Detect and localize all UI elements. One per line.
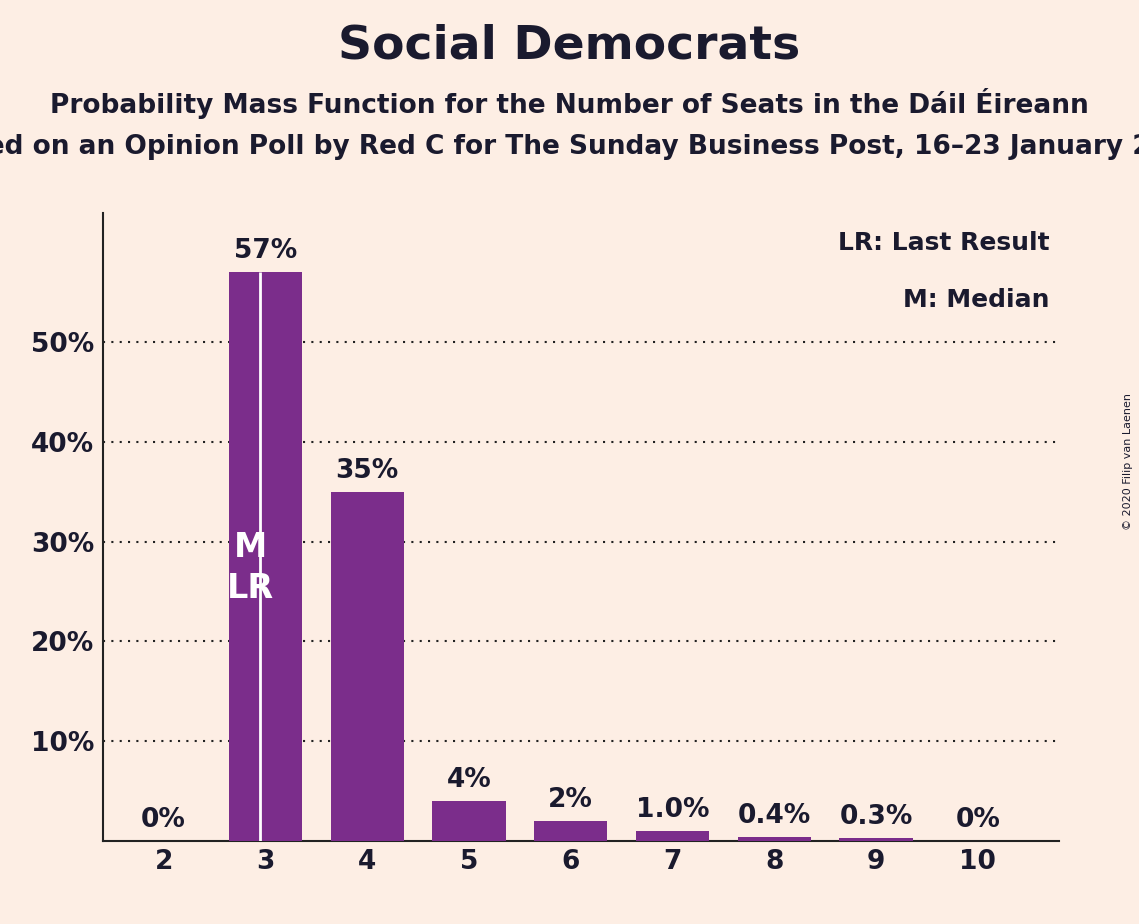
Text: LR: Last Result: LR: Last Result xyxy=(838,231,1050,255)
Text: Based on an Opinion Poll by Red C for The Sunday Business Post, 16–23 January 20: Based on an Opinion Poll by Red C for Th… xyxy=(0,134,1139,160)
Text: 0%: 0% xyxy=(141,807,186,833)
Text: © 2020 Filip van Laenen: © 2020 Filip van Laenen xyxy=(1123,394,1133,530)
Text: 2%: 2% xyxy=(548,787,593,813)
Text: 0.3%: 0.3% xyxy=(839,804,912,830)
Bar xyxy=(330,492,404,841)
Bar xyxy=(738,837,811,841)
Text: 0%: 0% xyxy=(956,807,1000,833)
Bar xyxy=(433,801,506,841)
Text: 35%: 35% xyxy=(336,457,399,484)
Text: 0.4%: 0.4% xyxy=(738,803,811,829)
Text: 57%: 57% xyxy=(233,238,297,264)
Text: M: Median: M: Median xyxy=(903,288,1050,312)
Bar xyxy=(636,831,710,841)
Text: 4%: 4% xyxy=(446,767,491,793)
Text: Social Democrats: Social Democrats xyxy=(338,23,801,68)
Bar xyxy=(534,821,607,841)
Text: Probability Mass Function for the Number of Seats in the Dáil Éireann: Probability Mass Function for the Number… xyxy=(50,88,1089,119)
Text: M
LR: M LR xyxy=(227,531,273,605)
Text: 1.0%: 1.0% xyxy=(636,796,710,823)
Bar xyxy=(839,838,912,841)
Bar xyxy=(229,273,302,841)
